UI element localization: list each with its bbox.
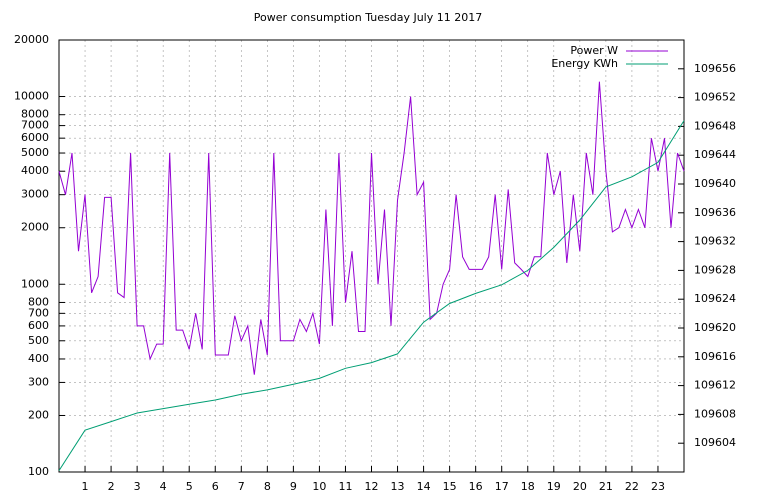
x-tick-label: 2 bbox=[108, 480, 115, 493]
y2-tick-label: 109624 bbox=[694, 292, 736, 305]
x-tick-label: 23 bbox=[651, 480, 665, 493]
y2-tick-label: 109604 bbox=[694, 436, 736, 449]
x-tick-label: 4 bbox=[160, 480, 167, 493]
series-line bbox=[58, 120, 685, 471]
x-tick-label: 5 bbox=[186, 480, 193, 493]
y-tick-label: 3000 bbox=[21, 188, 49, 201]
y-tick-label: 8000 bbox=[21, 108, 49, 121]
x-tick-label: 17 bbox=[495, 480, 509, 493]
y2-tick-label: 109640 bbox=[694, 177, 736, 190]
x-tick-label: 19 bbox=[547, 480, 561, 493]
y2-tick-label: 109628 bbox=[694, 263, 736, 276]
x-tick-label: 22 bbox=[625, 480, 639, 493]
y2-tick-label: 109608 bbox=[694, 407, 736, 420]
chart-title: Power consumption Tuesday July 11 2017 bbox=[254, 11, 483, 24]
x-tick-label: 16 bbox=[469, 480, 483, 493]
y-tick-label: 20000 bbox=[14, 33, 49, 46]
x-tick-label: 11 bbox=[338, 480, 352, 493]
x-tick-label: 14 bbox=[417, 480, 431, 493]
y-tick-label: 500 bbox=[28, 334, 49, 347]
x-tick-label: 7 bbox=[238, 480, 245, 493]
y-tick-label: 7000 bbox=[21, 119, 49, 132]
x-tick-label: 6 bbox=[212, 480, 219, 493]
y2-tick-label: 109612 bbox=[694, 379, 736, 392]
x-tick-label: 10 bbox=[312, 480, 326, 493]
y2-tick-label: 109652 bbox=[694, 91, 736, 104]
x-tick-label: 20 bbox=[573, 480, 587, 493]
y-tick-label: 400 bbox=[28, 352, 49, 365]
y2-tick-label: 109648 bbox=[694, 119, 736, 132]
y-tick-label: 5000 bbox=[21, 146, 49, 159]
y-tick-label: 700 bbox=[28, 306, 49, 319]
series-line bbox=[58, 81, 685, 375]
x-tick-label: 1 bbox=[82, 480, 89, 493]
y-tick-label: 1000 bbox=[21, 277, 49, 290]
x-tick-label: 15 bbox=[443, 480, 457, 493]
y2-tick-label: 109632 bbox=[694, 235, 736, 248]
y2-tick-label: 109620 bbox=[694, 321, 736, 334]
y-tick-label: 600 bbox=[28, 319, 49, 332]
y-tick-label: 100 bbox=[28, 465, 49, 478]
y2-tick-label: 109644 bbox=[694, 148, 736, 161]
legend-label: Power W bbox=[570, 44, 618, 57]
y2-tick-label: 109656 bbox=[694, 62, 736, 75]
x-tick-label: 9 bbox=[290, 480, 297, 493]
x-tick-label: 13 bbox=[391, 480, 405, 493]
x-tick-label: 12 bbox=[365, 480, 379, 493]
y2-tick-label: 109636 bbox=[694, 206, 736, 219]
x-tick-label: 18 bbox=[521, 480, 535, 493]
x-tick-label: 21 bbox=[599, 480, 613, 493]
x-tick-label: 3 bbox=[134, 480, 141, 493]
y-tick-label: 10000 bbox=[14, 90, 49, 103]
y-tick-label: 4000 bbox=[21, 164, 49, 177]
y2-tick-label: 109616 bbox=[694, 350, 736, 363]
y-tick-label: 800 bbox=[28, 295, 49, 308]
plot-border bbox=[58, 39, 685, 473]
y-tick-label: 6000 bbox=[21, 131, 49, 144]
y-tick-label: 2000 bbox=[21, 221, 49, 234]
legend-label: Energy KWh bbox=[551, 57, 618, 70]
y-tick-label: 300 bbox=[28, 375, 49, 388]
y-tick-label: 200 bbox=[28, 408, 49, 421]
x-tick-label: 8 bbox=[264, 480, 271, 493]
